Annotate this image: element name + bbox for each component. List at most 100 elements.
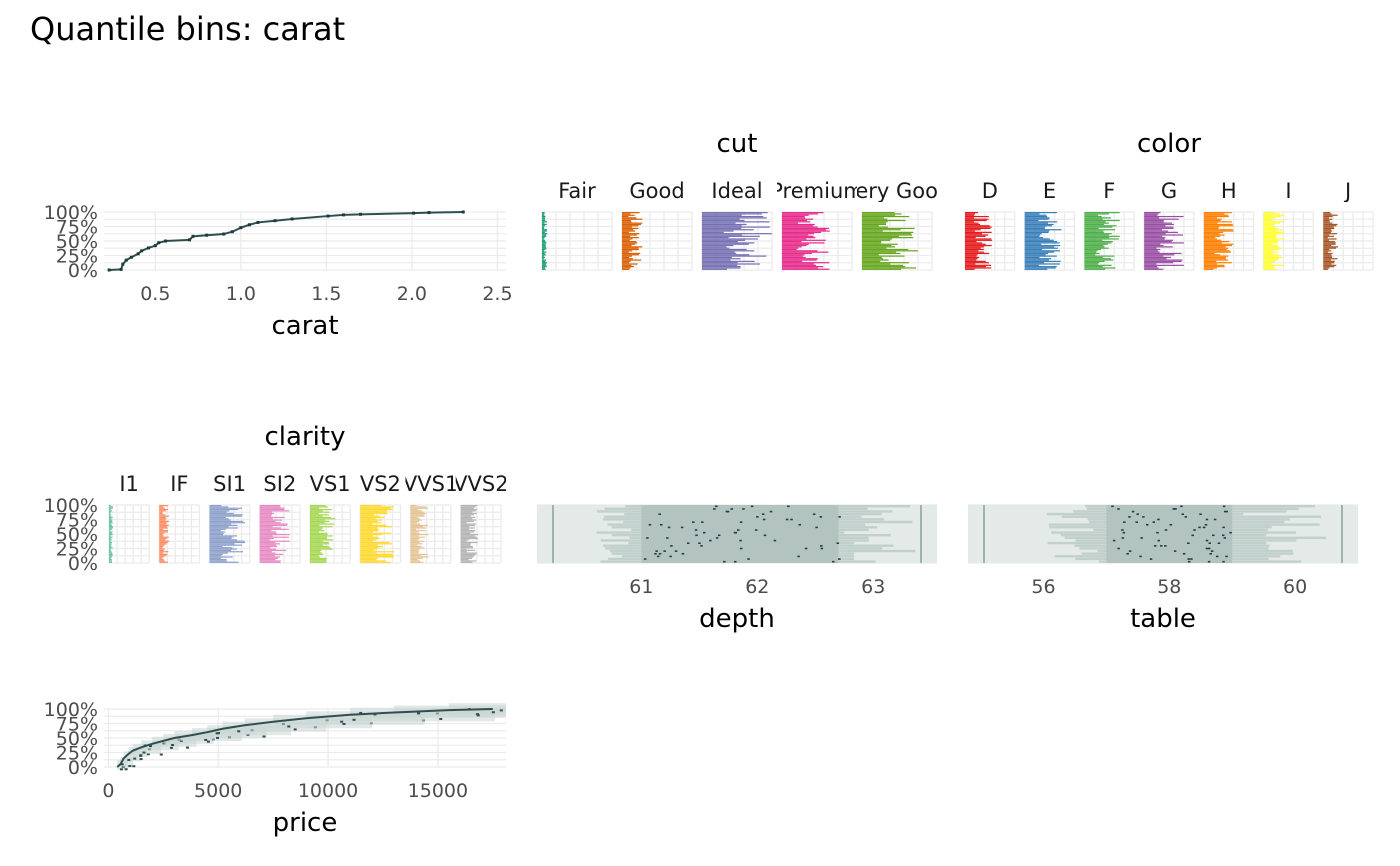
price-mark (359, 711, 363, 714)
cut-bar-fair (542, 222, 545, 224)
clarity-bar-vvs1 (410, 532, 420, 534)
cut-bar-fair (542, 266, 547, 268)
clarity-bar-si1 (209, 552, 228, 554)
table-mark (1164, 529, 1168, 531)
cut-bar-fair (542, 246, 546, 248)
color-bar-g (1144, 239, 1173, 241)
color-bar-d (965, 256, 980, 259)
color-bar-e (1024, 246, 1055, 248)
color-bar-j (1323, 252, 1333, 255)
cut-bar-fair (542, 217, 546, 219)
carat-step-mark (157, 241, 161, 245)
depth-row-band (603, 544, 894, 547)
table-row-band (1061, 534, 1267, 537)
cut-bar-ideal (702, 260, 755, 262)
carat-step-mark (359, 212, 363, 216)
table-mark (1135, 521, 1138, 523)
table-mark (1128, 550, 1132, 552)
clarity-bar-if (159, 536, 169, 538)
color-bar-d (965, 263, 976, 265)
clarity-bar-if (159, 541, 168, 544)
table-mark (1223, 537, 1227, 539)
clarity-bar-vs1 (310, 534, 328, 536)
color-bar-d (965, 241, 977, 243)
color-bar-i (1263, 255, 1279, 257)
depth-mark (669, 555, 672, 558)
color-bar-i (1263, 258, 1280, 260)
cut-bar-very-good (862, 234, 913, 236)
color-bar-h (1203, 266, 1225, 268)
cut-bar-good (622, 260, 631, 262)
clarity-bar-i1 (109, 516, 113, 519)
clarity-bar-i1 (109, 507, 113, 509)
clarity-bar-vvs2 (460, 553, 476, 555)
cut-bar-very-good (862, 212, 895, 214)
price-x-tick-label: 10000 (298, 780, 358, 802)
cut-bar-ideal (702, 241, 738, 243)
table-mark (1172, 508, 1175, 510)
price-mark (491, 711, 495, 714)
cut-bar-very-good (862, 223, 887, 226)
clarity-bar-vs2 (360, 553, 393, 555)
table-x-tick-label: 60 (1283, 576, 1307, 598)
depth-row-band (624, 512, 882, 516)
color-bar-e (1024, 244, 1061, 247)
table-mark (1180, 505, 1183, 508)
cut-bar-premium (782, 256, 806, 259)
color-bar-e (1024, 251, 1054, 253)
table-mark (1153, 545, 1157, 547)
cut-bar-good (622, 250, 633, 252)
price-mark (119, 768, 123, 771)
clarity-bar-si2 (259, 543, 281, 545)
clarity-bar-vvs1 (410, 561, 424, 563)
clarity-bar-vs2 (360, 516, 385, 519)
table-mark (1128, 516, 1131, 518)
clarity-bar-vvs1 (410, 543, 423, 545)
color-bar-d (965, 267, 992, 269)
cut-facet-label: Ideal (711, 179, 762, 203)
cut-bar-good (622, 231, 629, 233)
color-bar-g (1144, 237, 1166, 239)
color-bar-i (1263, 256, 1282, 259)
color-bar-i (1263, 251, 1278, 253)
color-bar-g (1144, 221, 1164, 223)
clarity-bar-if (159, 537, 167, 540)
clarity-bar-if (159, 523, 167, 525)
carat-step-mark (461, 210, 465, 214)
clarity-bar-vs1 (310, 518, 336, 520)
depth-row-band (611, 526, 878, 529)
color-bar-f (1084, 218, 1103, 220)
color-bar-d (965, 254, 978, 256)
color-bar-h (1203, 243, 1234, 245)
clarity-bar-i1 (109, 508, 111, 511)
clarity-bar-i1 (109, 540, 111, 542)
cut-bar-premium (782, 252, 812, 255)
color-bar-h (1203, 231, 1223, 233)
clarity-bar-si1 (209, 512, 234, 515)
color-bar-g (1144, 248, 1161, 251)
color-bar-j (1323, 235, 1335, 237)
cut-bar-very-good (862, 244, 892, 247)
clarity-bar-vvs1 (410, 516, 418, 519)
depth-row-band (602, 518, 884, 521)
color-bar-i (1263, 246, 1280, 248)
clarity-bar-si2 (259, 556, 280, 558)
color-bar-g (1144, 217, 1160, 219)
cut-bar-very-good (862, 229, 901, 231)
color-bar-f (1084, 250, 1098, 252)
cut-bar-fair (542, 255, 545, 257)
clarity-bar-vvs2 (460, 519, 477, 521)
table-mark (1198, 526, 1201, 529)
cut-bar-very-good (862, 255, 905, 257)
clarity-bar-si2 (259, 539, 270, 541)
cut-bar-very-good (862, 268, 902, 270)
clarity-bar-vs1 (310, 536, 327, 538)
clarity-y-tick-label: 75% (56, 510, 98, 532)
clarity-bar-si2 (259, 541, 276, 544)
clarity-bar-si2 (259, 557, 278, 559)
table-mark (1223, 510, 1227, 513)
carat-step-mark (247, 223, 251, 227)
table-mark (1193, 529, 1196, 531)
clarity-bar-vs2 (360, 530, 379, 532)
carat-step-mark (326, 214, 330, 218)
